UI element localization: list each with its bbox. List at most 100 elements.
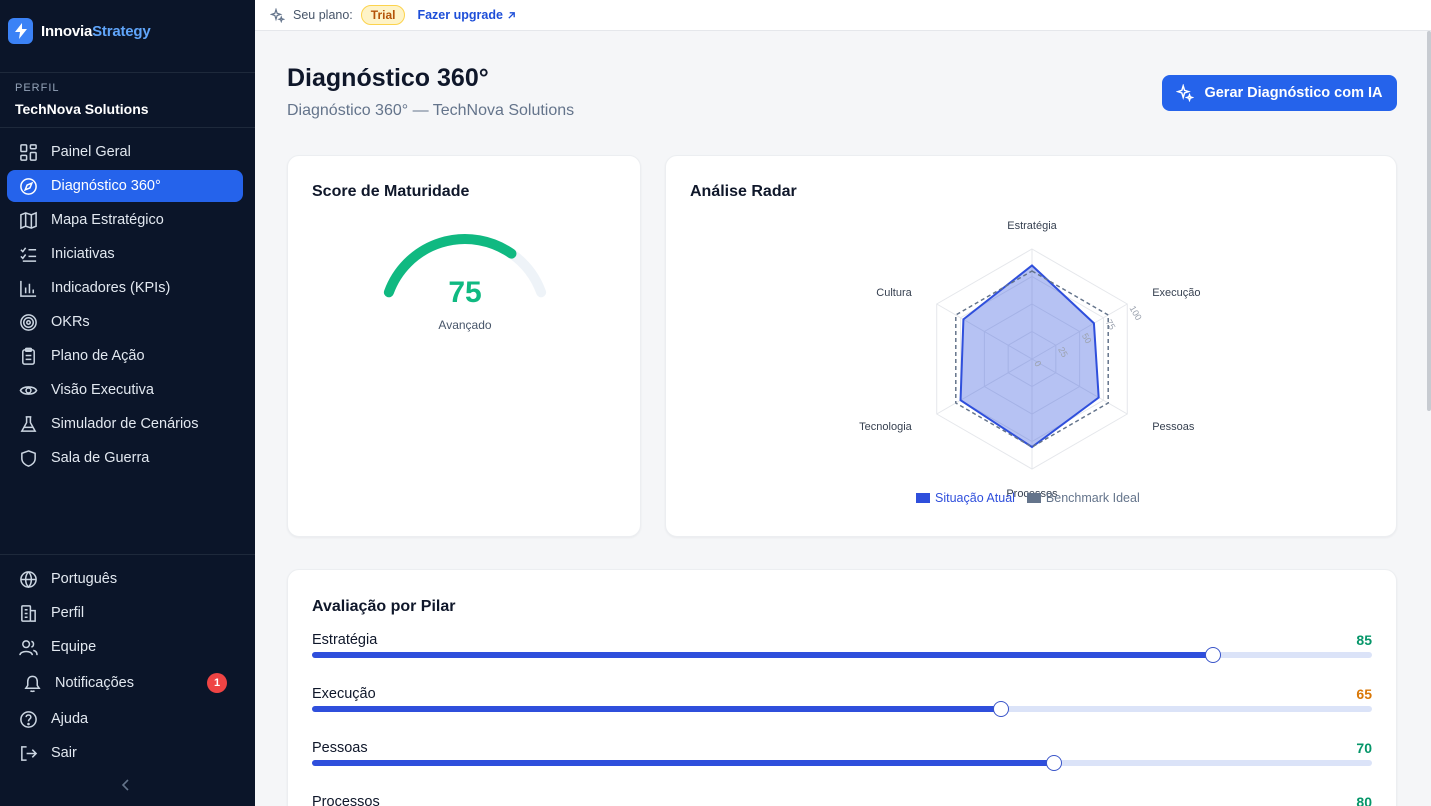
pillar-slider-thumb[interactable]: [1046, 755, 1062, 771]
radar-axis-label: Pessoas: [1152, 421, 1195, 433]
profile-company[interactable]: TechNova Solutions: [15, 101, 149, 117]
sidebar-item-painel-geral[interactable]: Painel Geral: [7, 136, 243, 168]
grid-icon: [20, 143, 37, 161]
legend-label: Benchmark Ideal: [1045, 491, 1140, 505]
sidebar-item-sala-guerra[interactable]: Sala de Guerra: [7, 442, 243, 474]
radar-spoke: [936, 303, 1033, 360]
users-icon: [19, 639, 38, 655]
pillar-slider[interactable]: [312, 647, 1372, 663]
sidebar-item-label: Equipe: [51, 639, 97, 655]
maturity-gauge: [383, 234, 547, 298]
shield-icon: [21, 449, 36, 467]
language-selector[interactable]: Português: [7, 563, 243, 595]
sidebar-item-kpis[interactable]: Indicadores (KPIs): [7, 272, 243, 304]
sidebar-item-label: Sair: [51, 745, 77, 761]
sidebar-item-simulador[interactable]: Simulador de Cenários: [7, 408, 243, 440]
maturity-score-card: Score de Maturidade 75 Avançado: [287, 155, 641, 537]
page-subtitle: Diagnóstico 360° — TechNova Solutions: [287, 102, 575, 119]
sidebar-item-ajuda[interactable]: Ajuda: [7, 703, 243, 735]
checklist-icon: [20, 246, 37, 262]
profile-label: PERFIL: [15, 82, 60, 94]
maturity-level: Avançado: [438, 318, 492, 332]
language-label: Português: [51, 571, 118, 587]
chevron-left-icon: [121, 779, 129, 791]
sidebar-divider: [0, 554, 255, 555]
logout-button[interactable]: Sair: [7, 737, 243, 769]
legend-label: Situação Atual: [935, 491, 1015, 505]
pillar-slider[interactable]: [312, 755, 1372, 771]
sidebar-item-visao[interactable]: Visão Executiva: [7, 374, 243, 406]
bar-chart-icon: [20, 280, 37, 297]
sidebar: InnoviaStrategy PERFIL TechNova Solution…: [0, 0, 255, 806]
globe-icon: [20, 570, 37, 588]
radar-tick-label: 25: [1056, 345, 1070, 359]
legend-item-benchmark[interactable]: Benchmark Ideal: [1026, 491, 1140, 505]
sidebar-item-okrs[interactable]: OKRs: [7, 306, 243, 338]
generate-ai-diagnosis-button[interactable]: Gerar Diagnóstico com IA: [1162, 75, 1397, 111]
radar-tick-label: 100: [1128, 304, 1144, 322]
sidebar-item-perfil[interactable]: Perfil: [7, 597, 243, 629]
pillar-score: 65: [1356, 686, 1372, 702]
legend-swatch: [916, 493, 930, 503]
building-icon: [21, 604, 36, 622]
brand-name: InnoviaStrategy: [41, 22, 151, 40]
pillar-score: 70: [1356, 740, 1372, 756]
sidebar-item-label: OKRs: [51, 314, 90, 330]
radar-analysis-card: Análise Radar 0 25 50 75 100 Estratégia Execuç…: [665, 155, 1397, 537]
flask-icon: [20, 415, 37, 432]
sidebar-item-notificacoes[interactable]: Notificações 1: [7, 665, 243, 701]
pillar-name: Processos: [312, 794, 380, 806]
bell-icon: [24, 675, 41, 692]
help-icon: [20, 710, 37, 728]
bottom-nav: Português Perfil Equipe Notificações 1 A…: [7, 563, 243, 771]
legend-swatch: [1026, 493, 1041, 503]
gauge-fill: [383, 234, 517, 298]
pillar-slider-fill: [312, 760, 1054, 766]
radar-axis-label: Cultura: [876, 287, 912, 299]
radar-axis-label: Execução: [1152, 287, 1200, 299]
radar-series-benchmark[interactable]: [955, 270, 1109, 448]
collapse-sidebar-button[interactable]: [116, 775, 136, 795]
sidebar-item-iniciativas[interactable]: Iniciativas: [7, 238, 243, 270]
radar-chart: 0255075100EstratégiaExecuçãoPessoasProce…: [859, 220, 1200, 500]
sidebar-item-label: Sala de Guerra: [51, 450, 150, 466]
pillar-name: Estratégia: [312, 632, 378, 648]
radar-axis-label: Estratégia: [1007, 220, 1057, 232]
notification-badge: 1: [207, 673, 227, 693]
pillar-slider-thumb[interactable]: [993, 701, 1009, 717]
sidebar-item-label: Iniciativas: [51, 246, 115, 262]
sidebar-item-label: Visão Executiva: [51, 382, 154, 398]
compass-icon: [20, 177, 37, 195]
sidebar-item-plano[interactable]: Plano de Ação: [7, 340, 243, 372]
sparkles-icon: [270, 7, 285, 23]
sidebar-item-label: Perfil: [51, 605, 85, 621]
sidebar-item-equipe[interactable]: Equipe: [7, 631, 243, 663]
sidebar-item-label: Notificações: [55, 675, 134, 691]
page-title: Diagnóstico 360°: [287, 64, 489, 92]
sidebar-item-diagnostico[interactable]: Diagnóstico 360°: [7, 170, 243, 202]
card-title: Score de Maturidade: [312, 183, 470, 200]
scrollbar-thumb[interactable]: [1427, 31, 1431, 411]
upgrade-link[interactable]: Fazer upgrade: [417, 8, 515, 22]
sidebar-divider: [0, 72, 255, 73]
lightning-icon: [8, 18, 33, 44]
main-nav: Painel Geral Diagnóstico 360° Mapa Estra…: [7, 136, 243, 476]
radar-series-current[interactable]: [959, 264, 1100, 449]
radar-tick-label: 0: [1032, 359, 1043, 368]
radar-legend: Situação Atual Benchmark Ideal: [916, 491, 1140, 505]
sidebar-item-mapa[interactable]: Mapa Estratégico: [7, 204, 243, 236]
logout-icon: [21, 745, 38, 761]
sidebar-item-label: Mapa Estratégico: [51, 212, 164, 228]
pillar-slider-thumb[interactable]: [1205, 647, 1221, 663]
brand[interactable]: InnoviaStrategy: [8, 18, 151, 44]
plan-bar: Seu plano: Trial Fazer upgrade: [255, 0, 1431, 31]
sparkles-icon: [1176, 84, 1195, 102]
radar-spoke: [936, 358, 1033, 415]
pillar-evaluation-card: Avaliação por Pilar Estratégia 85 Execução…: [287, 569, 1397, 806]
target-icon: [20, 313, 37, 331]
pillar-score: 80: [1356, 794, 1372, 806]
pillar-slider[interactable]: [312, 701, 1372, 717]
legend-item-current[interactable]: Situação Atual: [916, 491, 1015, 505]
radar-tick-label: 75: [1104, 318, 1118, 332]
sidebar-item-label: Indicadores (KPIs): [51, 280, 171, 296]
